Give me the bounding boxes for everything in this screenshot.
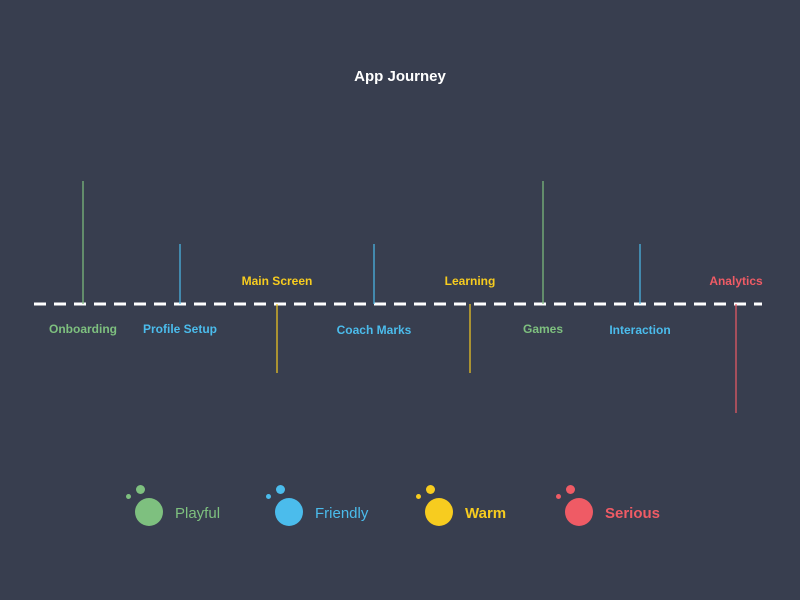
stage-label-onboarding: Onboarding [49, 322, 117, 336]
legend-medium-dot-serious [566, 485, 575, 494]
legend-item-friendly: Friendly [266, 482, 396, 532]
legend-small-dot-serious [556, 494, 561, 499]
stage-label-games: Games [523, 322, 563, 336]
legend-large-dot-warm [425, 498, 453, 526]
stage-label-coach-marks: Coach Marks [337, 323, 412, 337]
legend-item-warm: Warm [416, 482, 546, 532]
legend-small-dot-friendly [266, 494, 271, 499]
stage-label-learning: Learning [445, 274, 496, 288]
legend-large-dot-friendly [275, 498, 303, 526]
legend-label-playful: Playful [175, 505, 221, 522]
stage-label-profile-setup: Profile Setup [143, 322, 217, 336]
stage-label-analytics: Analytics [709, 274, 763, 288]
legend-small-dot-warm [416, 494, 421, 499]
legend-label-warm: Warm [465, 505, 507, 522]
legend-item-serious: Serious [556, 482, 686, 532]
legend-large-dot-playful [135, 498, 163, 526]
diagram-title: App Journey [354, 68, 446, 85]
stage-label-interaction: Interaction [609, 323, 670, 337]
legend-small-dot-playful [126, 494, 131, 499]
legend-medium-dot-friendly [276, 485, 285, 494]
stage-label-main-screen: Main Screen [242, 274, 313, 288]
legend-item-playful: Playful [126, 482, 256, 532]
legend-label-friendly: Friendly [315, 505, 369, 522]
legend-medium-dot-playful [136, 485, 145, 494]
legend-large-dot-serious [565, 498, 593, 526]
legend-label-serious: Serious [605, 505, 661, 522]
legend-medium-dot-warm [426, 485, 435, 494]
stage-marks: Onboarding Profile Setup Main Screen Coach … [49, 181, 763, 413]
